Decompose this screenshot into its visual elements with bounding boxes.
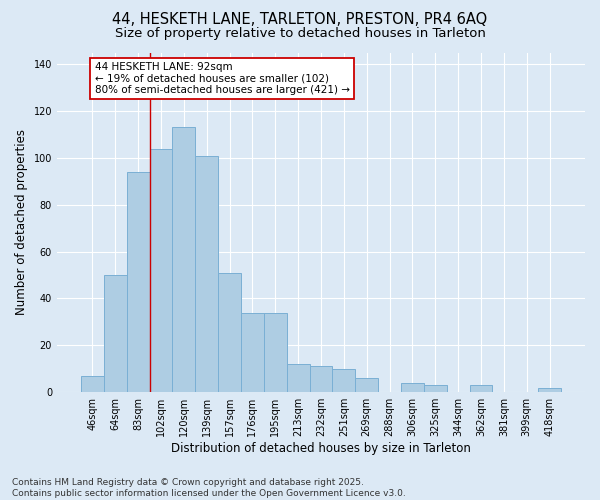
Bar (355, 378, 378, 392)
Text: 44, HESKETH LANE, TARLETON, PRESTON, PR4 6AQ: 44, HESKETH LANE, TARLETON, PRESTON, PR4… (112, 12, 488, 28)
Bar (264, 312, 287, 392)
Bar (287, 364, 310, 392)
Bar (104, 275, 127, 392)
Bar (470, 385, 493, 392)
Bar (149, 148, 172, 392)
X-axis label: Distribution of detached houses by size in Tarleton: Distribution of detached houses by size … (171, 442, 471, 455)
Bar (310, 366, 332, 392)
Bar (218, 272, 241, 392)
Text: 44 HESKETH LANE: 92sqm
← 19% of detached houses are smaller (102)
80% of semi-de: 44 HESKETH LANE: 92sqm ← 19% of detached… (95, 62, 350, 95)
Text: Contains HM Land Registry data © Crown copyright and database right 2025.
Contai: Contains HM Land Registry data © Crown c… (12, 478, 406, 498)
Y-axis label: Number of detached properties: Number of detached properties (15, 130, 28, 316)
Bar (538, 388, 561, 392)
Bar (241, 312, 264, 392)
Bar (401, 383, 424, 392)
Bar (127, 172, 149, 392)
Text: Size of property relative to detached houses in Tarleton: Size of property relative to detached ho… (115, 28, 485, 40)
Bar (81, 376, 104, 392)
Bar (195, 156, 218, 392)
Bar (332, 369, 355, 392)
Bar (424, 385, 446, 392)
Bar (172, 128, 195, 392)
